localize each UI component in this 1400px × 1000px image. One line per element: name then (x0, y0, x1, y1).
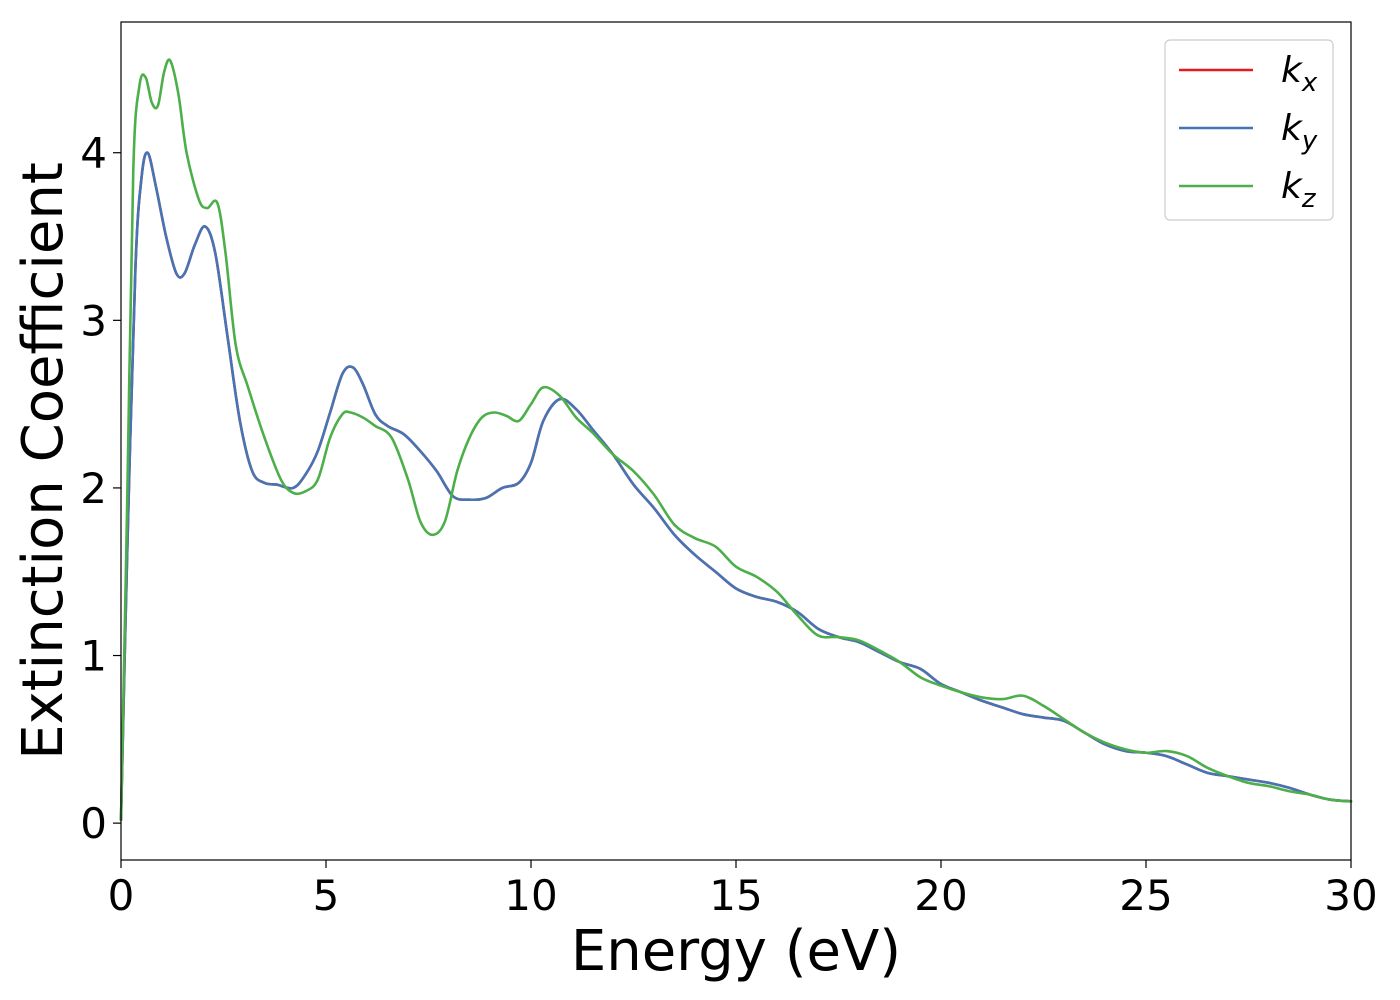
x-tick-label: 25 (1119, 871, 1172, 920)
x-tick-label: 30 (1324, 871, 1377, 920)
legend-box (1164, 39, 1334, 221)
x-tick-label: 5 (313, 871, 340, 920)
y-axis-label: Extinction Coefficient (11, 162, 76, 760)
legend-label-sub-z: z (1301, 184, 1317, 214)
legend-label-sub-y: y (1301, 126, 1318, 156)
x-axis: 0 5 10 15 20 25 30 (108, 860, 1378, 920)
y-tick-label: 4 (80, 129, 107, 178)
y-tick-label: 1 (80, 632, 107, 681)
legend-label-x: kx (1281, 50, 1318, 98)
legend-label-y: ky (1281, 108, 1318, 156)
x-tick-label: 10 (504, 871, 557, 920)
y-tick-label: 0 (80, 799, 107, 848)
x-axis-label: Energy (eV) (571, 919, 901, 984)
x-tick-label: 20 (914, 871, 967, 920)
series-line-z (119, 58, 1353, 822)
y-axis: 0 1 2 3 4 (80, 129, 121, 848)
x-tick-label: 15 (709, 871, 762, 920)
y-tick-label: 2 (80, 464, 107, 513)
y-tick-label: 3 (80, 296, 107, 345)
series-layer (119, 58, 1353, 822)
x-tick-label: 0 (108, 871, 135, 920)
legend-label-sub-x: x (1301, 68, 1318, 98)
